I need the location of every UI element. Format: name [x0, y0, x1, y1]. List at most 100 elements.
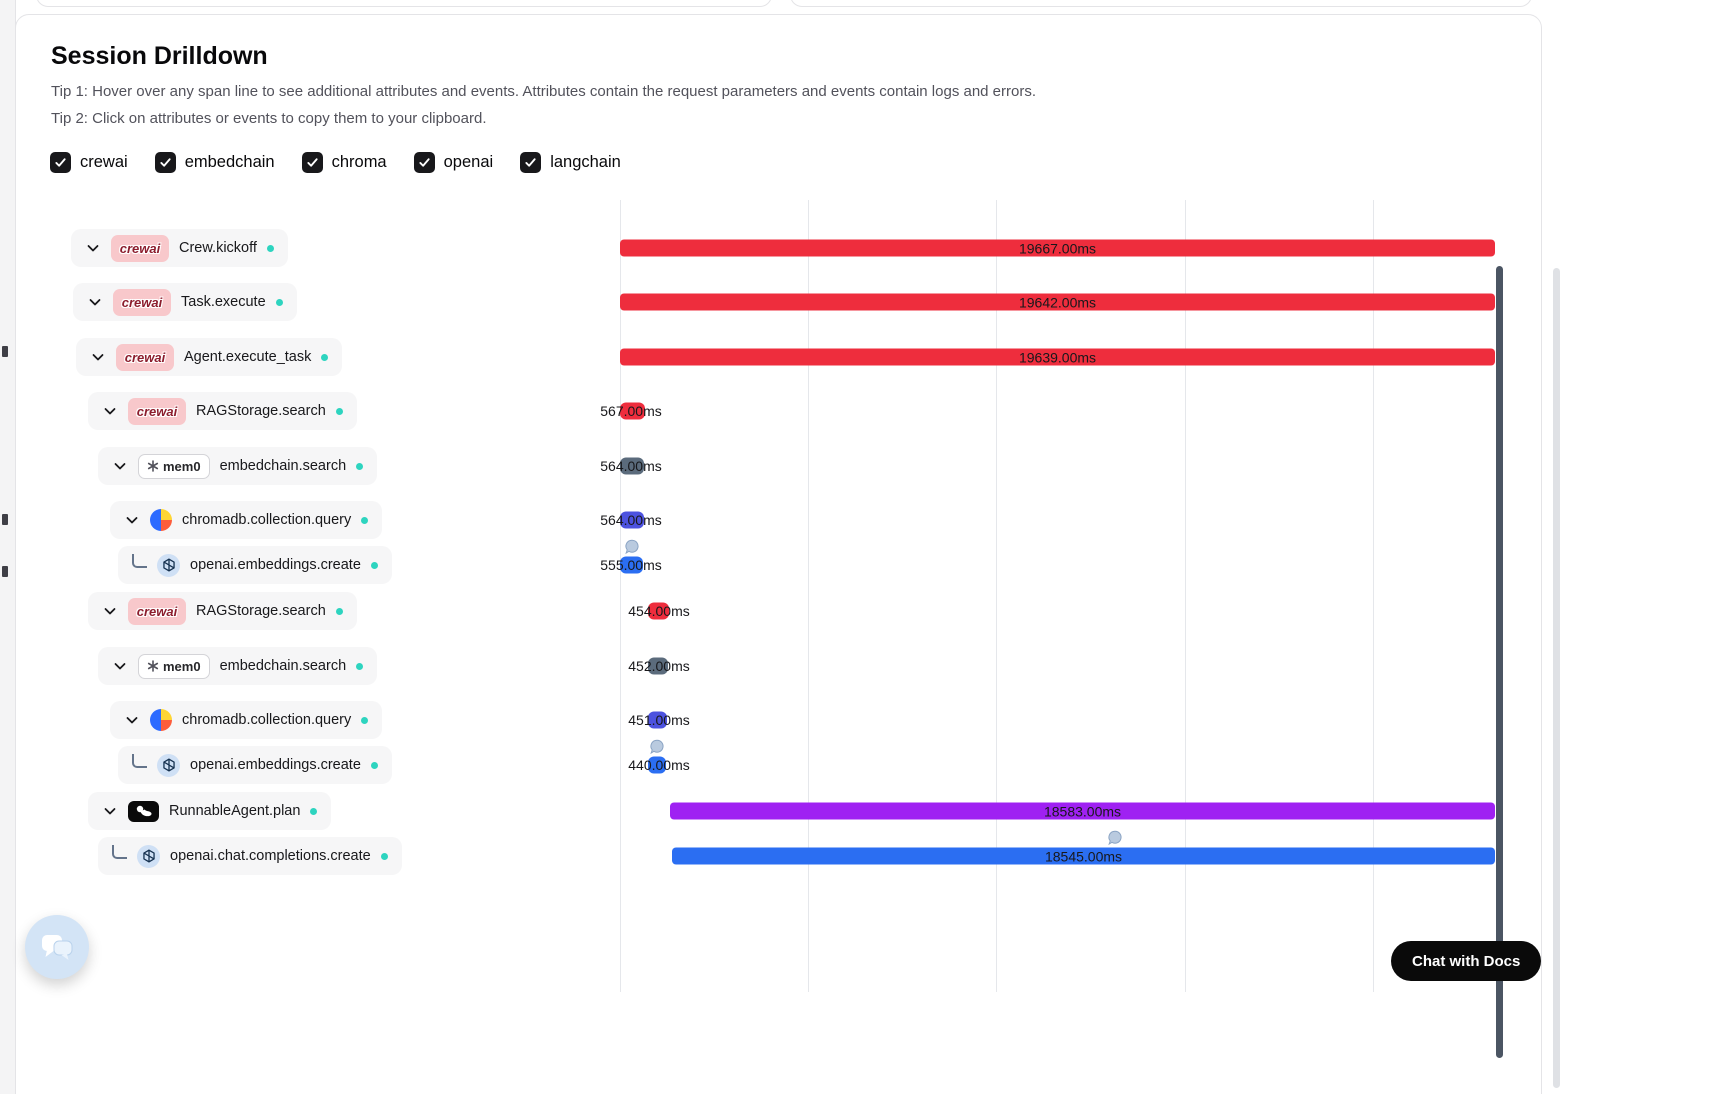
- span-name: Agent.execute_task: [184, 349, 312, 365]
- mem0-logo-text: mem0: [163, 658, 201, 674]
- filter-label-embedchain: embedchain: [184, 153, 275, 171]
- span-duration-label: 555.00ms: [600, 557, 662, 573]
- chat-with-docs-button[interactable]: Chat with Docs: [1391, 941, 1542, 981]
- span-row-label[interactable]: mem0 embedchain.search: [98, 447, 378, 485]
- span-name: embedchain.search: [219, 658, 347, 674]
- timeline-gridline: [620, 200, 621, 992]
- span-row-label[interactable]: chromadb.collection.query: [110, 701, 383, 739]
- span-duration-bar[interactable]: [648, 711, 667, 729]
- span-row-label[interactable]: crewai RAGStorage.search: [88, 592, 357, 630]
- span-duration-bar[interactable]: 19667.00ms: [620, 239, 1495, 257]
- chevron-down-icon[interactable]: [102, 603, 118, 619]
- filter-checkbox-langchain[interactable]: [520, 152, 542, 173]
- mem0-logo-icon: mem0: [138, 453, 210, 479]
- span-duration-label: 451.00ms: [628, 712, 690, 728]
- page-edge-fragment: [2, 566, 8, 577]
- span-row-label[interactable]: crewai RAGStorage.search: [88, 392, 357, 430]
- filter-label-langchain: langchain: [550, 153, 621, 171]
- crewai-logo-text: crewai: [136, 603, 178, 619]
- langchain-logo-icon: [128, 800, 159, 822]
- openai-logo-icon: [157, 753, 180, 777]
- status-dot: [370, 761, 378, 769]
- span-duration-bar[interactable]: [620, 402, 645, 420]
- status-dot: [361, 516, 369, 524]
- filter-item-embedchain: embedchain: [154, 152, 275, 173]
- span-duration-label: 567.00ms: [600, 403, 662, 419]
- span-duration-bar[interactable]: 19642.00ms: [620, 293, 1495, 311]
- status-dot: [275, 298, 283, 306]
- span-row-label[interactable]: openai.chat.completions.create: [98, 837, 402, 875]
- status-dot: [266, 244, 274, 252]
- card-above-left-edge: [36, 0, 772, 7]
- span-row-label[interactable]: mem0 embedchain.search: [98, 647, 378, 685]
- crewai-logo-icon: crewai: [111, 234, 169, 262]
- page-scrollbar-thumb[interactable]: [1553, 268, 1560, 1088]
- span-row-label[interactable]: crewai Agent.execute_task: [76, 338, 343, 376]
- filter-item-openai: openai: [413, 152, 493, 173]
- span-name: chromadb.collection.query: [182, 712, 352, 728]
- filter-checkbox-crewai[interactable]: [50, 152, 71, 173]
- chevron-down-icon[interactable]: [102, 403, 118, 419]
- page-edge-fragment: [2, 514, 8, 525]
- span-name: openai.embeddings.create: [190, 757, 361, 773]
- openai-logo-icon: [157, 553, 180, 577]
- page-edge-strip: [0, 0, 16, 1094]
- event-bubble-icon[interactable]: [624, 539, 640, 555]
- chevron-down-icon[interactable]: [102, 803, 118, 819]
- event-bubble-icon[interactable]: [649, 739, 665, 755]
- chevron-down-icon[interactable]: [124, 512, 140, 528]
- tree-elbow-connector: [132, 754, 147, 768]
- status-dot: [380, 852, 388, 860]
- chroma-logo-icon: [150, 709, 172, 731]
- chat-widget-button[interactable]: [25, 915, 89, 979]
- tip-1-text: Tip 1: Hover over any span line to see a…: [51, 83, 1037, 100]
- event-bubble-icon[interactable]: [1107, 830, 1123, 846]
- chevron-down-icon[interactable]: [90, 349, 106, 365]
- span-duration-bar[interactable]: 18583.00ms: [670, 802, 1495, 820]
- span-duration-bar[interactable]: [620, 457, 644, 475]
- status-dot: [356, 662, 364, 670]
- chevron-down-icon[interactable]: [124, 712, 140, 728]
- span-row-label[interactable]: crewai Task.execute: [73, 283, 297, 321]
- chevron-down-icon[interactable]: [85, 240, 101, 256]
- chevron-down-icon[interactable]: [112, 458, 128, 474]
- span-row-label[interactable]: RunnableAgent.plan: [88, 792, 332, 830]
- span-row-label[interactable]: openai.embeddings.create: [118, 546, 392, 584]
- span-duration-label: 19639.00ms: [1018, 349, 1097, 365]
- tip-2-text: Tip 2: Click on attributes or events to …: [51, 110, 487, 127]
- mem0-star-glyph: [147, 460, 159, 472]
- span-name: openai.embeddings.create: [190, 557, 361, 573]
- chevron-down-icon[interactable]: [112, 658, 128, 674]
- span-name: RunnableAgent.plan: [169, 803, 301, 819]
- span-row-label[interactable]: openai.embeddings.create: [118, 746, 392, 784]
- span-name: RAGStorage.search: [196, 403, 326, 419]
- filter-label-chroma: chroma: [331, 153, 387, 171]
- span-duration-label: 452.00ms: [628, 658, 690, 674]
- filter-checkbox-chroma[interactable]: [301, 152, 323, 173]
- page-title: Session Drilldown: [51, 42, 268, 70]
- span-duration-bar[interactable]: [648, 657, 668, 675]
- chevron-down-icon[interactable]: [87, 294, 103, 310]
- span-duration-bar[interactable]: [648, 602, 669, 620]
- span-row-label[interactable]: crewai Crew.kickoff: [71, 229, 288, 267]
- filter-checkbox-embedchain[interactable]: [154, 152, 176, 173]
- tree-elbow-connector: [132, 554, 147, 568]
- timeline-gridline: [808, 200, 809, 992]
- filter-checkbox-openai[interactable]: [413, 152, 435, 173]
- span-duration-bar[interactable]: [648, 756, 666, 774]
- span-duration-bar[interactable]: 19639.00ms: [620, 348, 1495, 366]
- status-dot: [335, 407, 343, 415]
- span-name: Task.execute: [181, 294, 266, 310]
- span-name: embedchain.search: [219, 458, 347, 474]
- trace-scrollbar-thumb[interactable]: [1496, 266, 1503, 1058]
- span-row-label[interactable]: chromadb.collection.query: [110, 501, 383, 539]
- span-duration-bar[interactable]: [620, 556, 643, 574]
- status-dot: [370, 561, 378, 569]
- span-duration-bar[interactable]: 18545.00ms: [672, 847, 1495, 865]
- openai-logo-icon: [137, 844, 160, 868]
- span-duration-label: 564.00ms: [600, 458, 662, 474]
- card-above-right-edge: [790, 0, 1532, 7]
- span-duration-label: 454.00ms: [628, 603, 690, 619]
- span-duration-bar[interactable]: [620, 511, 644, 529]
